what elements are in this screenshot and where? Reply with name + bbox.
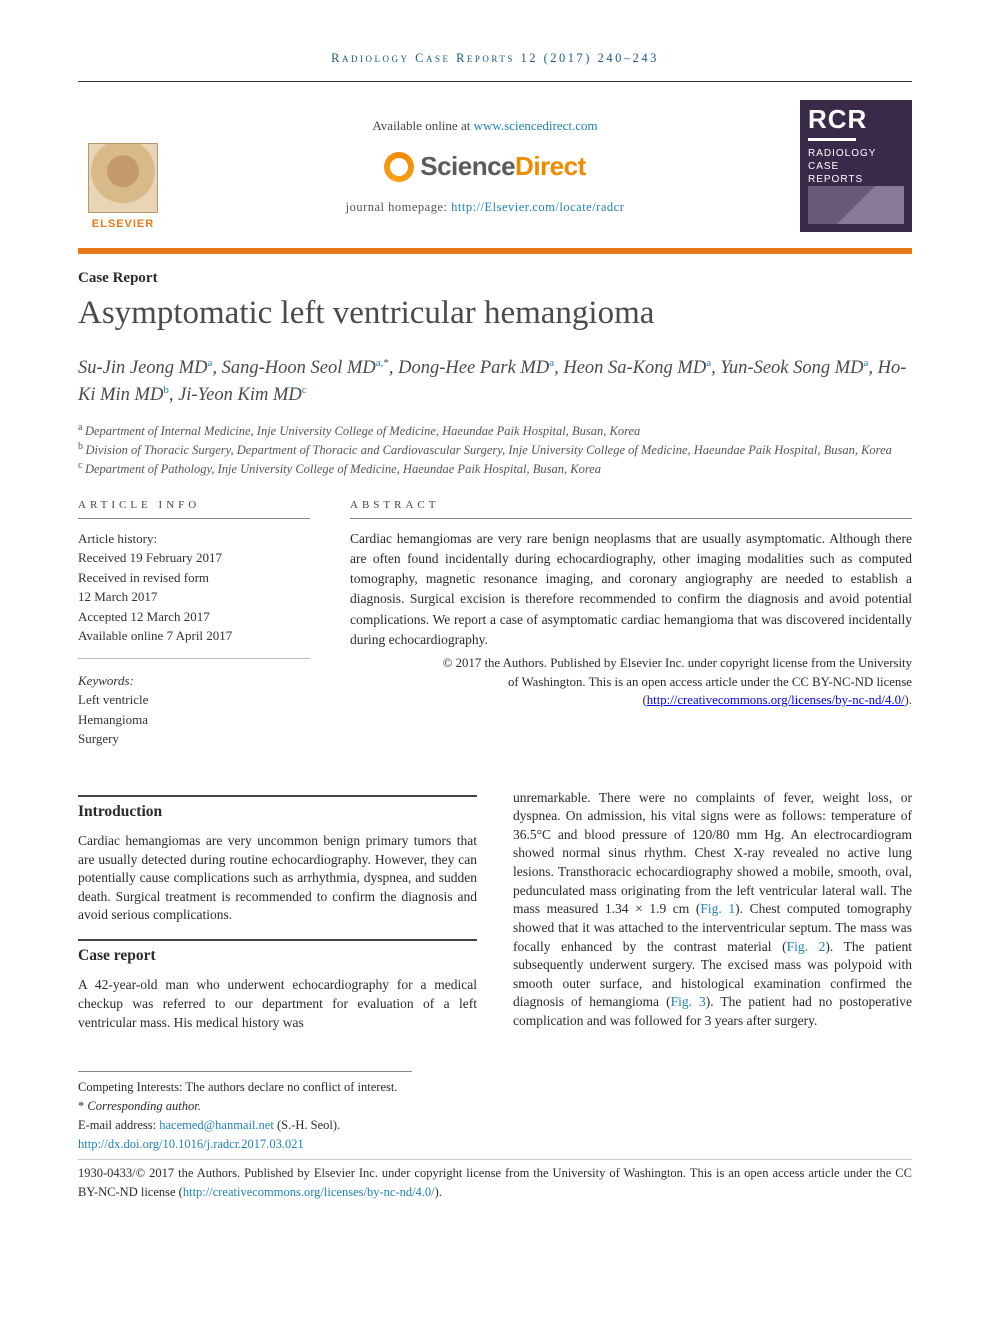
journal-cover-area: RCR RADIOLOGY CASE REPORTS bbox=[782, 100, 912, 232]
journal-homepage-link[interactable]: http://Elsevier.com/locate/radcr bbox=[451, 200, 624, 214]
case-paragraph-2: unremarkable. There were no complaints o… bbox=[513, 789, 912, 1031]
elsevier-tree-icon bbox=[88, 143, 158, 213]
journal-cover-sub2: CASE bbox=[808, 160, 904, 173]
journal-cover-sub3: REPORTS bbox=[808, 173, 904, 186]
abstract-head: ABSTRACT bbox=[350, 498, 912, 518]
article-info-head: ARTICLE INFO bbox=[78, 498, 310, 518]
available-prefix: Available online at bbox=[372, 118, 473, 133]
competing-interests: Competing Interests: The authors declare… bbox=[78, 1078, 912, 1097]
intro-heading: Introduction bbox=[78, 795, 477, 822]
body-columns: Introduction Cardiac hemangiomas are ver… bbox=[78, 789, 912, 1046]
page: Radiology Case Reports 12 (2017) 240–243… bbox=[0, 0, 990, 1242]
history-received: Received 19 February 2017 bbox=[78, 548, 310, 568]
figure-3-link[interactable]: Fig. 3 bbox=[671, 994, 706, 1009]
author-affil-sup: a bbox=[549, 357, 554, 369]
author-affil-sup: a bbox=[864, 357, 869, 369]
author: Sang-Hoon Seol MD bbox=[222, 358, 376, 378]
author: Dong-Hee Park MD bbox=[398, 358, 549, 378]
keyword-3: Surgery bbox=[78, 729, 310, 749]
accent-rule bbox=[78, 248, 912, 254]
issn-copyright: 1930-0433/© 2017 the Authors. Published … bbox=[78, 1159, 912, 1202]
journal-cover-bar bbox=[808, 138, 856, 140]
cc-license-link[interactable]: http://creativecommons.org/licenses/by-n… bbox=[647, 693, 905, 707]
history-revised-2: 12 March 2017 bbox=[78, 587, 310, 607]
email-line: E-mail address: hacemed@hanmail.net (S.-… bbox=[78, 1116, 912, 1135]
history-revised-1: Received in revised form bbox=[78, 568, 310, 588]
sciencedirect-wordmark: ScienceDirect bbox=[420, 149, 586, 185]
author-affil-sup: a bbox=[706, 357, 711, 369]
journal-cover-thumb bbox=[808, 186, 904, 225]
cc-license-link-footer[interactable]: http://creativecommons.org/licenses/by-n… bbox=[183, 1185, 435, 1199]
masthead-center: Available online at www.sciencedirect.co… bbox=[188, 100, 782, 232]
journal-cover-acronym: RCR bbox=[808, 106, 904, 132]
case-p2a: unremarkable. There were no complaints o… bbox=[513, 790, 912, 917]
article-type-label: Case Report bbox=[78, 268, 912, 289]
article-title: Asymptomatic left ventricular hemangioma bbox=[78, 295, 912, 333]
corresponding-asterisk: * bbox=[383, 357, 389, 369]
doi-link[interactable]: http://dx.doi.org/10.1016/j.radcr.2017.0… bbox=[78, 1137, 304, 1151]
case-report-heading: Case report bbox=[78, 939, 477, 966]
affiliations: a Department of Internal Medicine, Inje … bbox=[78, 421, 912, 479]
affiliation-line: b Division of Thoracic Surgery, Departme… bbox=[78, 440, 912, 459]
sciencedirect-link[interactable]: www.sciencedirect.com bbox=[474, 118, 598, 133]
journal-cover-sub1: RADIOLOGY bbox=[808, 147, 904, 160]
author: Su-Jin Jeong MD bbox=[78, 358, 207, 378]
keyword-2: Hemangioma bbox=[78, 710, 310, 730]
running-head: Radiology Case Reports 12 (2017) 240–243 bbox=[78, 50, 912, 67]
affiliation-sup: c bbox=[78, 460, 85, 471]
figure-2-link[interactable]: Fig. 2 bbox=[787, 939, 826, 954]
journal-cover: RCR RADIOLOGY CASE REPORTS bbox=[800, 100, 912, 232]
masthead: ELSEVIER Available online at www.science… bbox=[78, 82, 912, 244]
doi-line: http://dx.doi.org/10.1016/j.radcr.2017.0… bbox=[78, 1135, 912, 1154]
sciencedirect-logo: ScienceDirect bbox=[188, 149, 782, 185]
homepage-prefix: journal homepage: bbox=[346, 200, 452, 214]
abstract-copyright: © 2017 the Authors. Published by Elsevie… bbox=[350, 654, 912, 710]
author: Heon Sa-Kong MD bbox=[563, 358, 706, 378]
author-list: Su-Jin Jeong MDa, Sang-Hoon Seol MDa,*, … bbox=[78, 355, 912, 409]
keywords-block: Keywords: Left ventricle Hemangioma Surg… bbox=[78, 671, 310, 749]
author-affil-sup: b bbox=[163, 384, 169, 396]
history-online: Available online 7 April 2017 bbox=[78, 626, 310, 646]
issn-suffix: ). bbox=[435, 1185, 442, 1199]
author-affil-sup: c bbox=[302, 384, 307, 396]
affiliation-sup: b bbox=[78, 441, 86, 452]
author-affil-sup: a bbox=[207, 357, 212, 369]
email-label: E-mail address: bbox=[78, 1118, 159, 1132]
case-paragraph-1: A 42-year-old man who underwent echocard… bbox=[78, 976, 477, 1032]
author: Yun-Seok Song MD bbox=[720, 358, 863, 378]
info-separator bbox=[78, 658, 310, 659]
abstract-text: Cardiac hemangiomas are very rare benign… bbox=[350, 529, 912, 651]
publisher-logo-area: ELSEVIER bbox=[78, 100, 188, 232]
keywords-label: Keywords: bbox=[78, 671, 310, 691]
footnote-rule bbox=[78, 1071, 412, 1072]
sciencedirect-swoosh-icon bbox=[384, 152, 414, 182]
footnotes: Competing Interests: The authors declare… bbox=[78, 1078, 912, 1202]
article-info-column: ARTICLE INFO Article history: Received 1… bbox=[78, 498, 310, 748]
affiliation-sup: a bbox=[78, 422, 85, 433]
corresponding-author: * Corresponding author. bbox=[78, 1097, 912, 1116]
info-abstract-row: ARTICLE INFO Article history: Received 1… bbox=[78, 498, 912, 748]
affiliation-line: c Department of Pathology, Inje Universi… bbox=[78, 459, 912, 478]
affiliation-line: a Department of Internal Medicine, Inje … bbox=[78, 421, 912, 440]
elsevier-logo: ELSEVIER bbox=[78, 132, 168, 232]
abs-copy-2b: ). bbox=[905, 693, 912, 707]
author: Ji-Yeon Kim MD bbox=[178, 385, 302, 405]
history-label: Article history: bbox=[78, 529, 310, 549]
available-online-line: Available online at www.sciencedirect.co… bbox=[188, 117, 782, 135]
figure-1-link[interactable]: Fig. 1 bbox=[700, 901, 735, 916]
abs-copy-1: © 2017 the Authors. Published by Elsevie… bbox=[443, 656, 912, 670]
intro-paragraph: Cardiac hemangiomas are very uncommon be… bbox=[78, 832, 477, 925]
abstract-column: ABSTRACT Cardiac hemangiomas are very ra… bbox=[350, 498, 912, 748]
author-email-link[interactable]: hacemed@hanmail.net bbox=[159, 1118, 274, 1132]
elsevier-wordmark: ELSEVIER bbox=[92, 217, 154, 232]
keyword-1: Left ventricle bbox=[78, 690, 310, 710]
article-history: Article history: Received 19 February 20… bbox=[78, 529, 310, 646]
journal-homepage-line: journal homepage: http://Elsevier.com/lo… bbox=[188, 199, 782, 216]
email-suffix: (S.-H. Seol). bbox=[274, 1118, 340, 1132]
history-accepted: Accepted 12 March 2017 bbox=[78, 607, 310, 627]
